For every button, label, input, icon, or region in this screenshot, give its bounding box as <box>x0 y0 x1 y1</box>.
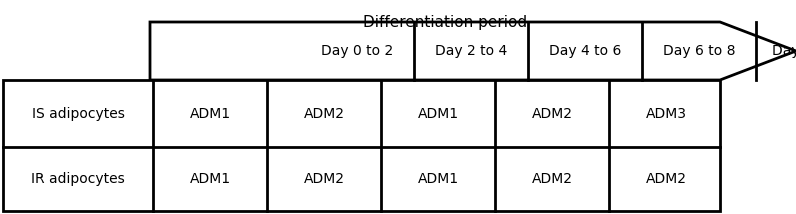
Text: ADM1: ADM1 <box>189 172 231 186</box>
Text: IR adipocytes: IR adipocytes <box>31 172 125 186</box>
Text: Differentiation period: Differentiation period <box>363 15 527 30</box>
Text: IS adipocytes: IS adipocytes <box>32 107 124 120</box>
Text: ADM2: ADM2 <box>303 107 345 120</box>
Text: Day 2 to 4: Day 2 to 4 <box>435 44 507 58</box>
Text: ADM2: ADM2 <box>532 172 572 186</box>
Text: ADM1: ADM1 <box>417 107 458 120</box>
Text: ADM2: ADM2 <box>532 107 572 120</box>
Text: ADM2: ADM2 <box>646 172 686 186</box>
Polygon shape <box>150 22 796 80</box>
Bar <box>3 80 720 211</box>
Text: Day 6 to 8: Day 6 to 8 <box>663 44 736 58</box>
Text: Day 0 to 2: Day 0 to 2 <box>321 44 393 58</box>
Text: ADM2: ADM2 <box>303 172 345 186</box>
Text: ADM3: ADM3 <box>646 107 686 120</box>
Text: ADM1: ADM1 <box>189 107 231 120</box>
Text: Day 8 to 10: Day 8 to 10 <box>772 44 796 58</box>
Text: ADM1: ADM1 <box>417 172 458 186</box>
Text: Day 4 to 6: Day 4 to 6 <box>548 44 621 58</box>
